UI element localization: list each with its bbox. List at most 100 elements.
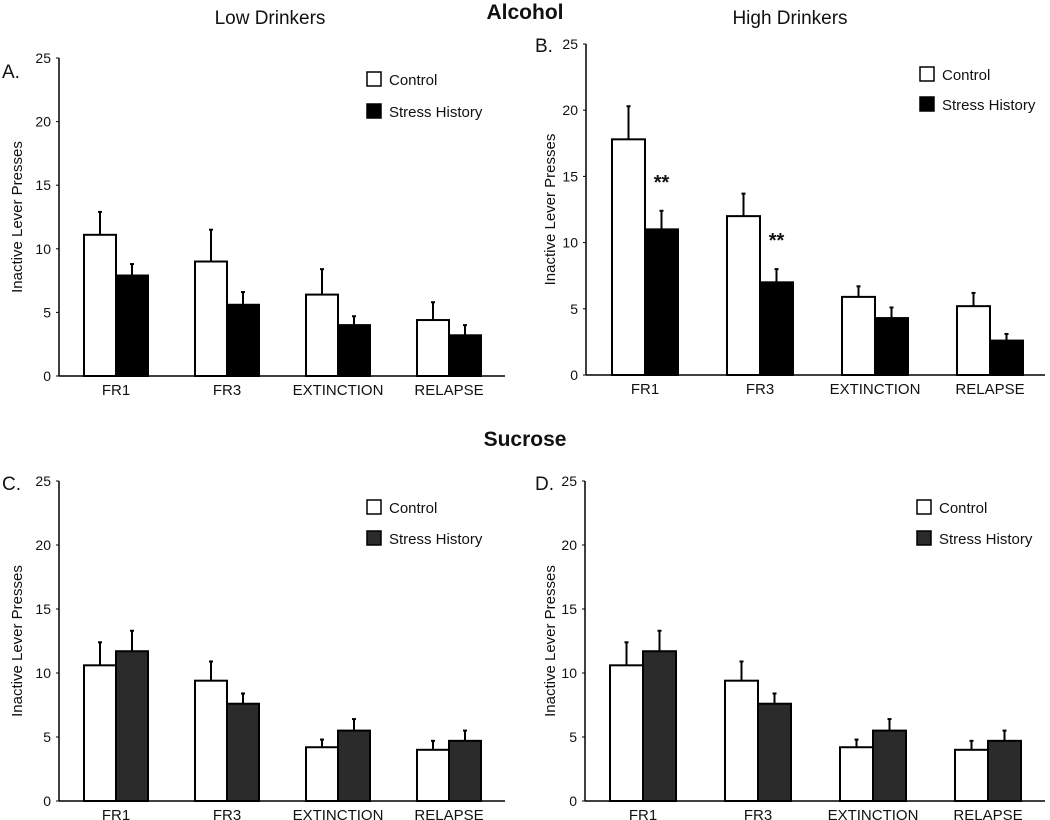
y-tick-label: 10 <box>562 235 578 251</box>
y-tick-label: 15 <box>35 601 51 617</box>
legend-swatch <box>366 103 382 119</box>
x-tick-label: FR1 <box>631 381 659 398</box>
y-tick-label: 15 <box>562 168 578 184</box>
x-tick-label: RELAPSE <box>953 807 1022 820</box>
y-tick-label: 20 <box>562 102 578 118</box>
y-tick-label: 20 <box>35 114 51 130</box>
legend-swatch <box>366 499 382 515</box>
bar-stress-history <box>757 702 792 802</box>
y-tick-label: 25 <box>562 36 578 52</box>
bar-stress-history <box>644 228 679 376</box>
bar-control <box>609 664 644 802</box>
header-high-drinkers: High Drinkers <box>732 8 847 29</box>
x-tick-label: FR1 <box>102 807 130 820</box>
bar-control <box>305 293 339 378</box>
significance-marker: ** <box>654 172 670 194</box>
legend-swatch <box>916 499 932 515</box>
bar-stress-history <box>115 274 149 377</box>
bar-control <box>726 215 761 376</box>
bar-control <box>305 746 339 802</box>
x-tick-label: EXTINCTION <box>293 807 384 820</box>
panel-letter: C. <box>2 474 21 495</box>
legend-label: Stress History <box>389 531 483 548</box>
bar-control <box>839 746 874 802</box>
legend-swatch <box>366 71 382 87</box>
panel-letter: D. <box>535 474 554 495</box>
legend-label: Control <box>939 500 987 517</box>
x-tick-label: EXTINCTION <box>293 382 384 399</box>
y-tick-label: 0 <box>43 793 51 809</box>
y-tick-label: 5 <box>570 301 578 317</box>
legend-label: Stress History <box>939 531 1033 548</box>
bar-control <box>954 748 989 802</box>
x-tick-label: FR3 <box>213 382 241 399</box>
bar-control <box>416 748 450 802</box>
header-alcohol: Alcohol <box>487 1 564 24</box>
legend-swatch <box>919 96 935 112</box>
x-tick-label: EXTINCTION <box>828 807 919 820</box>
legend-swatch <box>919 66 935 82</box>
legend-label: Stress History <box>389 104 483 121</box>
legend-swatch <box>916 530 932 546</box>
y-tick-label: 25 <box>561 473 577 489</box>
y-axis-label: Inactive Lever Presses <box>542 134 559 286</box>
x-tick-label: FR1 <box>629 807 657 820</box>
bar-stress-history <box>448 334 482 377</box>
bar-stress-history <box>759 281 794 377</box>
y-tick-label: 20 <box>35 537 51 553</box>
bar-stress-history <box>874 317 909 376</box>
panel-letter: B. <box>535 36 553 57</box>
x-tick-label: RELAPSE <box>955 381 1024 398</box>
x-tick-label: FR3 <box>746 381 774 398</box>
header-low-drinkers: Low Drinkers <box>215 8 326 29</box>
y-tick-label: 5 <box>43 304 51 320</box>
bar-control <box>416 319 450 378</box>
y-axis-label: Inactive Lever Presses <box>9 565 26 717</box>
legend-label: Stress History <box>942 97 1036 114</box>
y-axis-label: Inactive Lever Presses <box>542 565 559 717</box>
y-tick-label: 5 <box>43 729 51 745</box>
y-tick-label: 10 <box>35 665 51 681</box>
bar-stress-history <box>642 650 677 802</box>
y-tick-label: 0 <box>43 368 51 384</box>
bar-stress-history <box>448 739 482 803</box>
bar-control <box>841 295 876 376</box>
bar-stress-history <box>115 650 149 802</box>
y-tick-label: 10 <box>35 241 51 257</box>
bar-control <box>83 233 117 377</box>
legend-label: Control <box>942 67 990 84</box>
y-tick-label: 0 <box>570 367 578 383</box>
x-tick-label: FR1 <box>102 382 130 399</box>
x-tick-label: EXTINCTION <box>830 381 921 398</box>
x-tick-label: FR3 <box>744 807 772 820</box>
y-axis-label: Inactive Lever Presses <box>9 141 26 293</box>
y-tick-label: 0 <box>569 793 577 809</box>
y-tick-label: 15 <box>35 177 51 193</box>
x-tick-label: RELAPSE <box>414 382 483 399</box>
legend-label: Control <box>389 72 437 89</box>
bar-stress-history <box>337 729 371 802</box>
legend-label: Control <box>389 500 437 517</box>
bar-stress-history <box>226 702 260 802</box>
x-tick-label: RELAPSE <box>414 807 483 820</box>
bar-control <box>724 679 759 802</box>
bar-control <box>83 664 117 802</box>
bar-stress-history <box>987 739 1022 803</box>
y-tick-label: 20 <box>561 537 577 553</box>
bar-stress-history <box>337 324 371 377</box>
y-tick-label: 25 <box>35 50 51 66</box>
bar-control <box>956 305 991 377</box>
bar-control <box>611 138 646 376</box>
bar-control <box>194 679 228 802</box>
panel-letter: A. <box>2 62 20 83</box>
y-tick-label: 25 <box>35 473 51 489</box>
bar-stress-history <box>989 339 1024 376</box>
bar-stress-history <box>872 729 907 802</box>
y-tick-label: 15 <box>561 601 577 617</box>
x-tick-label: FR3 <box>213 807 241 820</box>
header-sucrose: Sucrose <box>484 428 567 451</box>
legend-swatch <box>366 530 382 546</box>
bar-control <box>194 260 228 377</box>
y-tick-label: 5 <box>569 729 577 745</box>
